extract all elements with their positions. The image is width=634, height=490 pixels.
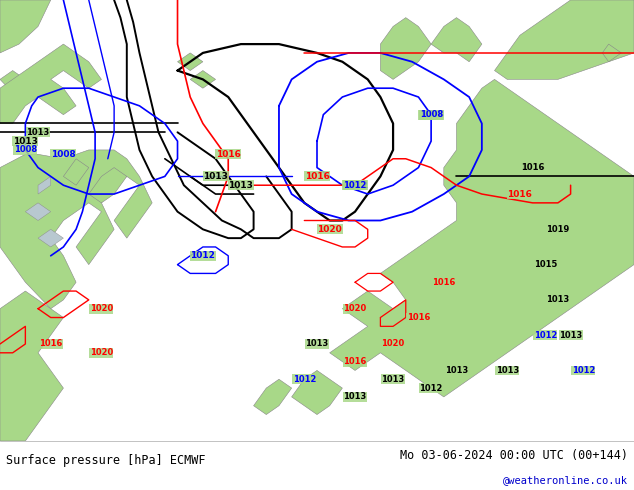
Polygon shape bbox=[0, 150, 152, 309]
Text: 1016: 1016 bbox=[507, 190, 533, 198]
Text: 1013: 1013 bbox=[228, 181, 254, 190]
Text: 1008: 1008 bbox=[420, 110, 443, 119]
Text: 1012: 1012 bbox=[344, 181, 366, 190]
Text: 1013: 1013 bbox=[382, 375, 404, 384]
Text: 1012: 1012 bbox=[534, 331, 557, 340]
Text: 1016: 1016 bbox=[521, 163, 544, 172]
Text: 1013: 1013 bbox=[344, 392, 366, 401]
Text: 1016: 1016 bbox=[39, 340, 62, 348]
Polygon shape bbox=[38, 176, 51, 194]
Polygon shape bbox=[380, 18, 431, 79]
Text: 1015: 1015 bbox=[534, 260, 557, 269]
Text: 1008: 1008 bbox=[51, 150, 76, 159]
Text: 1016: 1016 bbox=[216, 150, 241, 159]
Text: 1012: 1012 bbox=[420, 384, 443, 392]
Polygon shape bbox=[0, 71, 25, 93]
Polygon shape bbox=[431, 18, 482, 62]
Text: 1020: 1020 bbox=[90, 304, 113, 313]
Polygon shape bbox=[292, 370, 342, 415]
Text: 1012: 1012 bbox=[190, 251, 216, 260]
Polygon shape bbox=[330, 79, 634, 397]
Text: 1020: 1020 bbox=[344, 304, 366, 313]
Text: 1008: 1008 bbox=[418, 110, 444, 119]
Polygon shape bbox=[89, 168, 127, 203]
Text: 1013: 1013 bbox=[306, 340, 328, 348]
Polygon shape bbox=[25, 203, 51, 220]
Polygon shape bbox=[190, 71, 216, 88]
Text: 1020: 1020 bbox=[90, 348, 113, 357]
Text: 1016: 1016 bbox=[407, 313, 430, 322]
Polygon shape bbox=[495, 0, 634, 79]
Text: 1012: 1012 bbox=[572, 366, 595, 375]
Text: 1013: 1013 bbox=[203, 172, 228, 181]
Text: Mo 03-06-2024 00:00 UTC (00+144): Mo 03-06-2024 00:00 UTC (00+144) bbox=[399, 449, 628, 462]
Polygon shape bbox=[0, 291, 63, 441]
Text: 1020: 1020 bbox=[317, 225, 342, 234]
Text: 1013: 1013 bbox=[547, 295, 569, 304]
Polygon shape bbox=[38, 229, 63, 247]
Polygon shape bbox=[0, 0, 51, 53]
Text: 1013: 1013 bbox=[445, 366, 468, 375]
Polygon shape bbox=[63, 159, 89, 185]
Text: 1016: 1016 bbox=[520, 163, 545, 172]
Text: @weatheronline.co.uk: @weatheronline.co.uk bbox=[503, 475, 628, 485]
Text: 1013: 1013 bbox=[496, 366, 519, 375]
Text: 1008: 1008 bbox=[14, 146, 37, 154]
Text: 1012: 1012 bbox=[342, 181, 368, 190]
Polygon shape bbox=[0, 44, 101, 123]
Text: 1013: 1013 bbox=[13, 137, 38, 146]
Text: 1013: 1013 bbox=[559, 331, 582, 340]
Text: 1013: 1013 bbox=[27, 128, 49, 137]
Text: 1016: 1016 bbox=[344, 357, 366, 366]
Polygon shape bbox=[254, 379, 292, 415]
Text: 1019: 1019 bbox=[547, 225, 569, 234]
Text: Surface pressure [hPa] ECMWF: Surface pressure [hPa] ECMWF bbox=[6, 454, 206, 467]
Text: 1016: 1016 bbox=[432, 278, 455, 287]
Text: 1016: 1016 bbox=[304, 172, 330, 181]
Text: 1012: 1012 bbox=[293, 375, 316, 384]
Polygon shape bbox=[178, 53, 203, 71]
Polygon shape bbox=[602, 44, 621, 62]
Text: 1020: 1020 bbox=[382, 340, 404, 348]
